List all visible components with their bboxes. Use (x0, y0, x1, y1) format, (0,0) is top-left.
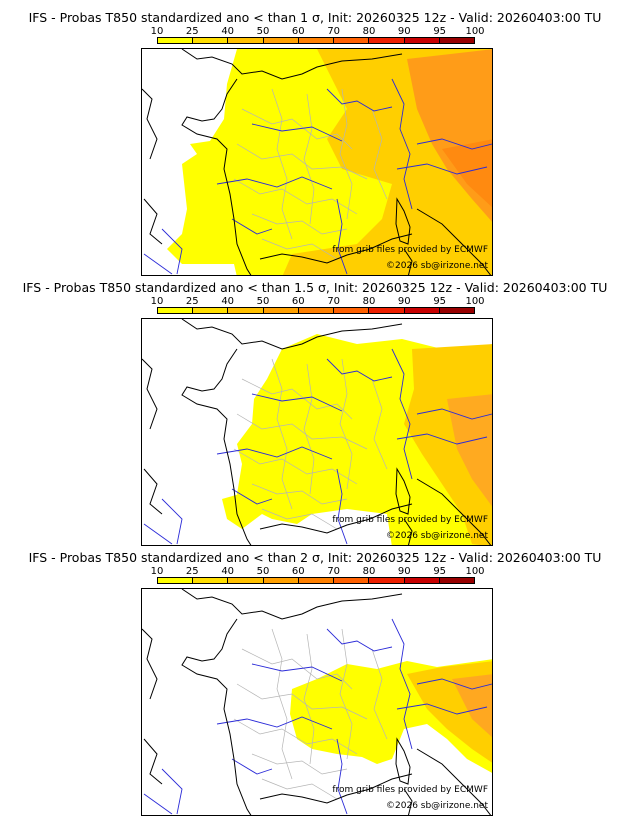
scale-swatch (298, 308, 335, 313)
scale-swatch (404, 38, 440, 43)
scale-tick: 70 (327, 566, 341, 577)
scale-tick: 95 (433, 566, 447, 577)
scale-swatch (228, 308, 264, 313)
copyright: ©2026 sb@irizone.net (386, 261, 488, 271)
scale-swatch (439, 578, 474, 583)
scale-tick: 40 (221, 566, 235, 577)
prob-zone-low (222, 489, 262, 529)
scale-swatch (228, 38, 264, 43)
copyright: ©2026 sb@irizone.net (386, 531, 488, 541)
scale-swatch (369, 578, 405, 583)
probability-map: from grib files provided by ECMWF ©2026 … (141, 48, 493, 276)
scale-swatch (369, 38, 405, 43)
scale-swatch (369, 308, 405, 313)
scale-tick: 100 (465, 296, 485, 307)
scale-tick: 80 (362, 566, 376, 577)
scale-tick: 25 (185, 296, 199, 307)
scale-tick: 40 (221, 296, 235, 307)
scale-swatch (439, 308, 474, 313)
source-credit: from grib files provided by ECMWF (332, 245, 488, 255)
scale-tick: 60 (291, 26, 305, 37)
scale-tick: 70 (327, 26, 341, 37)
color-scale: 10 25 40 50 60 70 80 90 95 100 (151, 296, 485, 314)
scale-swatch (334, 308, 370, 313)
scale-swatch (228, 578, 264, 583)
scale-swatch (334, 578, 370, 583)
scale-swatches (157, 37, 475, 44)
color-scale: 10 25 40 50 60 70 80 90 95 100 (151, 26, 485, 44)
scale-tick: 90 (397, 26, 411, 37)
scale-swatch (158, 308, 194, 313)
scale-swatch (404, 308, 440, 313)
scale-swatch (263, 308, 299, 313)
panel-title: IFS - Probas T850 standardized ano < tha… (28, 550, 602, 565)
scale-tick: 25 (185, 26, 199, 37)
scale-tick: 50 (256, 26, 270, 37)
source-credit: from grib files provided by ECMWF (332, 515, 488, 525)
prob-zone-mid (404, 344, 492, 545)
scale-tick: 40 (221, 26, 235, 37)
copyright: ©2026 sb@irizone.net (386, 801, 488, 811)
scale-tick: 80 (362, 26, 376, 37)
scale-swatch (263, 578, 299, 583)
scale-tick: 70 (327, 296, 341, 307)
scale-swatch (158, 578, 194, 583)
scale-tick: 100 (465, 566, 485, 577)
scale-swatches (157, 307, 475, 314)
prob-zone-high (447, 394, 492, 507)
scale-tick: 25 (185, 566, 199, 577)
scale-tick: 60 (291, 566, 305, 577)
scale-tick: 95 (433, 296, 447, 307)
scale-swatch (404, 578, 440, 583)
scale-tick: 100 (465, 26, 485, 37)
map-panel-3: IFS - Probas T850 standardized ano < tha… (0, 540, 630, 816)
panel-title: IFS - Probas T850 standardized ano < tha… (28, 10, 602, 25)
scale-tick: 10 (150, 296, 164, 307)
color-scale: 10 25 40 50 60 70 80 90 95 100 (151, 566, 485, 584)
scale-tick: 90 (397, 566, 411, 577)
prob-zone-high (442, 139, 492, 208)
scale-tick: 10 (150, 566, 164, 577)
scale-tick: 80 (362, 296, 376, 307)
scale-swatch (298, 38, 335, 43)
scale-tick: 60 (291, 296, 305, 307)
scale-swatch (334, 38, 370, 43)
scale-swatch (158, 38, 194, 43)
scale-swatch (193, 38, 229, 43)
scale-tick: 50 (256, 566, 270, 577)
scale-swatch (193, 578, 229, 583)
scale-tick: 90 (397, 296, 411, 307)
map-panel-2: IFS - Probas T850 standardized ano < tha… (0, 270, 630, 546)
panel-title: IFS - Probas T850 standardized ano < tha… (22, 280, 608, 295)
scale-swatch (439, 38, 474, 43)
scale-swatches (157, 577, 475, 584)
scale-tick: 50 (256, 296, 270, 307)
probability-map: from grib files provided by ECMWF ©2026 … (141, 318, 493, 546)
source-credit: from grib files provided by ECMWF (332, 785, 488, 795)
scale-swatch (298, 578, 335, 583)
scale-swatch (263, 38, 299, 43)
map-panel-1: IFS - Probas T850 standardized ano < tha… (0, 0, 630, 276)
scale-tick: 10 (150, 26, 164, 37)
probability-map: from grib files provided by ECMWF ©2026 … (141, 588, 493, 816)
scale-tick: 95 (433, 26, 447, 37)
prob-zone-high (452, 674, 492, 738)
scale-swatch (193, 308, 229, 313)
